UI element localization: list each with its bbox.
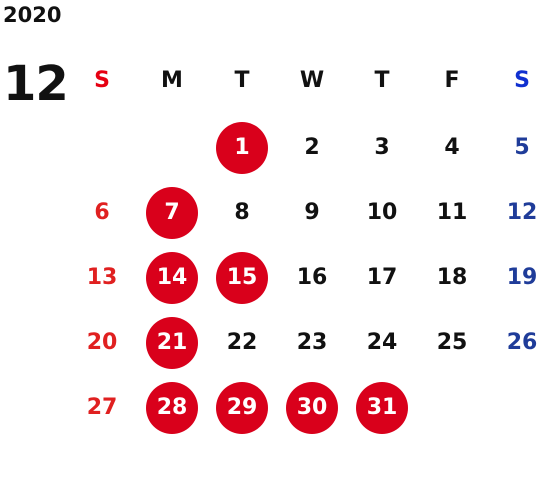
day-cell: 29	[207, 375, 277, 440]
day-number: 17	[366, 265, 398, 290]
day-number: 16	[296, 265, 328, 290]
day-cell: 17	[347, 245, 417, 310]
weeks-container: 1 2 3 4 5 6 7 8 9 10 11 12 13 14 15 16 17 18 19 20 21 22 23 24 2…	[67, 115, 548, 440]
holiday-circle	[216, 381, 268, 434]
day-cell: 19	[487, 245, 548, 310]
day-cell: 15	[207, 245, 277, 310]
day-cell: 23	[277, 310, 347, 375]
day-number: 23	[296, 330, 328, 355]
calendar-grid: S M T W T F S 1 2 3 4 5 6 7 8 9 10 11 12 13 14 15 16 17 1…	[67, 45, 548, 440]
day-number: 29	[226, 395, 258, 420]
day-number: 8	[234, 200, 250, 225]
holiday-circle	[216, 251, 268, 304]
day-number: 14	[156, 265, 188, 290]
day-cell: 16	[277, 245, 347, 310]
week-row: 1 2 3 4 5	[67, 115, 548, 180]
day-number: 13	[86, 265, 118, 290]
week-row: 20 21 22 23 24 25 26	[67, 310, 548, 375]
day-number: 1	[234, 135, 250, 160]
day-cell: 28	[137, 375, 207, 440]
weekday-sunday: S	[94, 67, 110, 93]
day-cell: 7	[137, 180, 207, 245]
day-number: 26	[506, 330, 538, 355]
day-number: 15	[226, 265, 258, 290]
day-number: 5	[514, 135, 530, 160]
day-cell: 2	[277, 115, 347, 180]
day-cell: 30	[277, 375, 347, 440]
day-number: 12	[506, 200, 538, 225]
day-number: 27	[86, 395, 118, 420]
day-cell: 11	[417, 180, 487, 245]
day-cell: 26	[487, 310, 548, 375]
holiday-circle	[146, 251, 198, 304]
holiday-circle	[356, 381, 408, 434]
day-number: 19	[506, 265, 538, 290]
day-cell: 1	[207, 115, 277, 180]
day-cell: 13	[67, 245, 137, 310]
day-number: 9	[304, 200, 320, 225]
empty-day-cell	[137, 115, 207, 180]
empty-day-cell	[487, 375, 548, 440]
weekday-header-row: S M T W T F S	[67, 45, 548, 115]
day-number: 6	[94, 200, 110, 225]
week-row: 13 14 15 16 17 18 19	[67, 245, 548, 310]
day-cell: 27	[67, 375, 137, 440]
day-cell: 24	[347, 310, 417, 375]
week-row: 27 28 29 30 31	[67, 375, 548, 440]
day-cell: 12	[487, 180, 548, 245]
day-cell: 20	[67, 310, 137, 375]
day-number: 25	[436, 330, 468, 355]
year-label: 2020	[3, 3, 62, 27]
day-cell: 22	[207, 310, 277, 375]
day-cell: 3	[347, 115, 417, 180]
weekday-monday: M	[161, 67, 183, 93]
day-cell: 6	[67, 180, 137, 245]
day-number: 24	[366, 330, 398, 355]
day-number: 4	[444, 135, 460, 160]
holiday-circle	[286, 381, 338, 434]
holiday-circle	[146, 186, 198, 239]
month-number: 12	[3, 56, 69, 112]
day-cell: 14	[137, 245, 207, 310]
day-number: 11	[436, 200, 468, 225]
day-cell: 21	[137, 310, 207, 375]
holiday-circle	[146, 316, 198, 369]
day-number: 31	[366, 395, 398, 420]
day-cell: 25	[417, 310, 487, 375]
day-cell: 31	[347, 375, 417, 440]
day-number: 22	[226, 330, 258, 355]
day-number: 20	[86, 330, 118, 355]
day-number: 3	[374, 135, 390, 160]
day-cell: 8	[207, 180, 277, 245]
day-number: 18	[436, 265, 468, 290]
day-cell: 4	[417, 115, 487, 180]
weekday-friday: F	[444, 67, 460, 93]
day-number: 10	[366, 200, 398, 225]
weekday-saturday: S	[514, 67, 530, 93]
week-row: 6 7 8 9 10 11 12	[67, 180, 548, 245]
day-number: 2	[304, 135, 320, 160]
empty-day-cell	[417, 375, 487, 440]
holiday-circle	[146, 381, 198, 434]
day-number: 28	[156, 395, 188, 420]
empty-day-cell	[67, 115, 137, 180]
day-number: 7	[164, 200, 180, 225]
weekday-wednesday: W	[299, 67, 325, 93]
weekday-thursday: T	[374, 67, 390, 93]
day-cell: 18	[417, 245, 487, 310]
holiday-circle	[216, 121, 268, 174]
day-number: 30	[296, 395, 328, 420]
day-cell: 10	[347, 180, 417, 245]
day-cell: 9	[277, 180, 347, 245]
weekday-tuesday: T	[234, 67, 250, 93]
day-cell: 5	[487, 115, 548, 180]
day-number: 21	[156, 330, 188, 355]
